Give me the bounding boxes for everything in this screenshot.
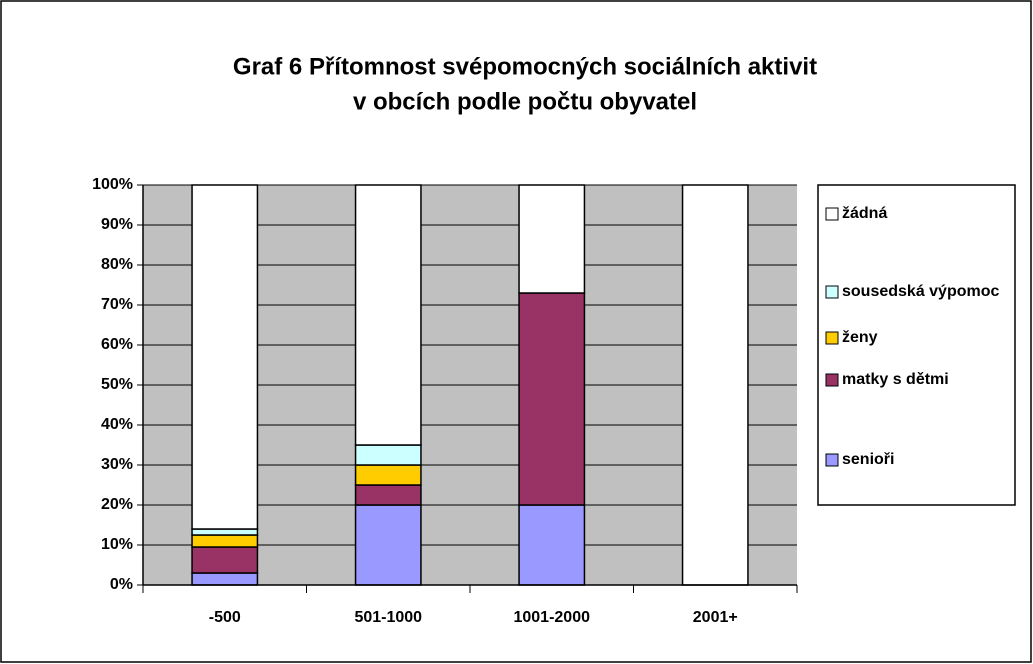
- legend-swatch: [825, 207, 839, 221]
- legend-label: matky s dětmi: [842, 371, 949, 388]
- x-tick-label: 2001+: [693, 609, 738, 626]
- bar-segment: [191, 534, 259, 548]
- bar-segment: [191, 184, 259, 530]
- legend-swatch: [825, 373, 839, 387]
- bar-segment: [354, 504, 422, 586]
- bar-segment: [354, 184, 422, 446]
- legend-label: ženy: [842, 329, 878, 346]
- bar-segment: [191, 572, 259, 586]
- chart-title: v obcích podle počtu obyvatel: [353, 88, 697, 115]
- x-tick-label: -500: [209, 609, 241, 626]
- y-tick-label: 30%: [101, 456, 133, 473]
- legend-label: senioři: [842, 451, 894, 468]
- legend-swatch: [825, 453, 839, 467]
- legend-label: sousedská výpomoc: [842, 283, 1000, 300]
- y-tick-label: 40%: [101, 416, 133, 433]
- bar-segment: [518, 292, 586, 506]
- y-tick-label: 0%: [110, 576, 133, 593]
- y-tick-label: 10%: [101, 536, 133, 553]
- x-tick-label: 1001-2000: [513, 609, 590, 626]
- legend-swatch: [825, 285, 839, 299]
- y-tick-label: 70%: [101, 296, 133, 313]
- bar-segment: [191, 546, 259, 574]
- y-tick-label: 90%: [101, 216, 133, 233]
- bar-segment: [518, 184, 586, 294]
- chart-title: Graf 6 Přítomnost svépomocných sociálníc…: [233, 53, 817, 80]
- bar-segment: [681, 184, 749, 586]
- bar-segment: [354, 484, 422, 506]
- bar-segment: [191, 528, 259, 536]
- y-tick-label: 80%: [101, 256, 133, 273]
- y-tick-label: 60%: [101, 336, 133, 353]
- bar-segment: [518, 504, 586, 586]
- legend-swatch: [825, 331, 839, 345]
- bar-segment: [354, 464, 422, 486]
- x-tick-label: 501-1000: [354, 609, 422, 626]
- legend-box: [817, 184, 1016, 506]
- y-tick-label: 100%: [92, 176, 133, 193]
- y-tick-label: 20%: [101, 496, 133, 513]
- legend-label: žádná: [842, 205, 887, 222]
- bar-segment: [354, 444, 422, 466]
- y-tick-label: 50%: [101, 376, 133, 393]
